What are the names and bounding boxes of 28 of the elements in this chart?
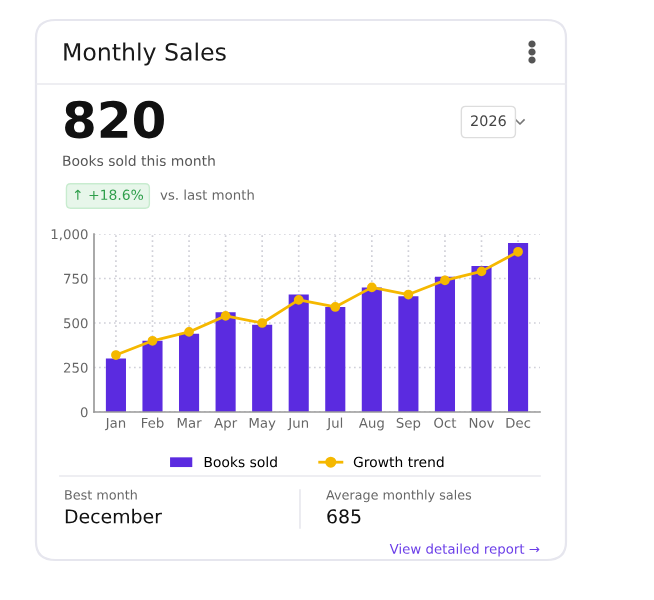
bar: [142, 340, 163, 412]
point: [111, 350, 121, 360]
point: [366, 282, 377, 293]
bar: [434, 276, 455, 412]
bar: [288, 294, 309, 412]
bar: [325, 306, 346, 412]
text: December: [65, 508, 162, 524]
point: [220, 311, 231, 321]
point: [330, 302, 341, 312]
point: [257, 318, 268, 328]
text: 685: [327, 509, 361, 524]
point: [293, 295, 304, 305]
text: 820: [65, 100, 164, 139]
bar: [361, 287, 382, 412]
chart-title: Monthly Sales: [64, 42, 226, 66]
bar: [215, 312, 236, 412]
point: [147, 335, 158, 346]
point: [513, 246, 523, 257]
point: [403, 289, 414, 300]
bar: [179, 333, 200, 412]
bar: [105, 358, 126, 412]
bar: [398, 296, 419, 412]
bar: [508, 242, 529, 412]
bar: [252, 324, 273, 412]
point: [184, 327, 194, 337]
point: [476, 266, 487, 277]
point: [440, 275, 450, 286]
bar: [471, 266, 492, 412]
